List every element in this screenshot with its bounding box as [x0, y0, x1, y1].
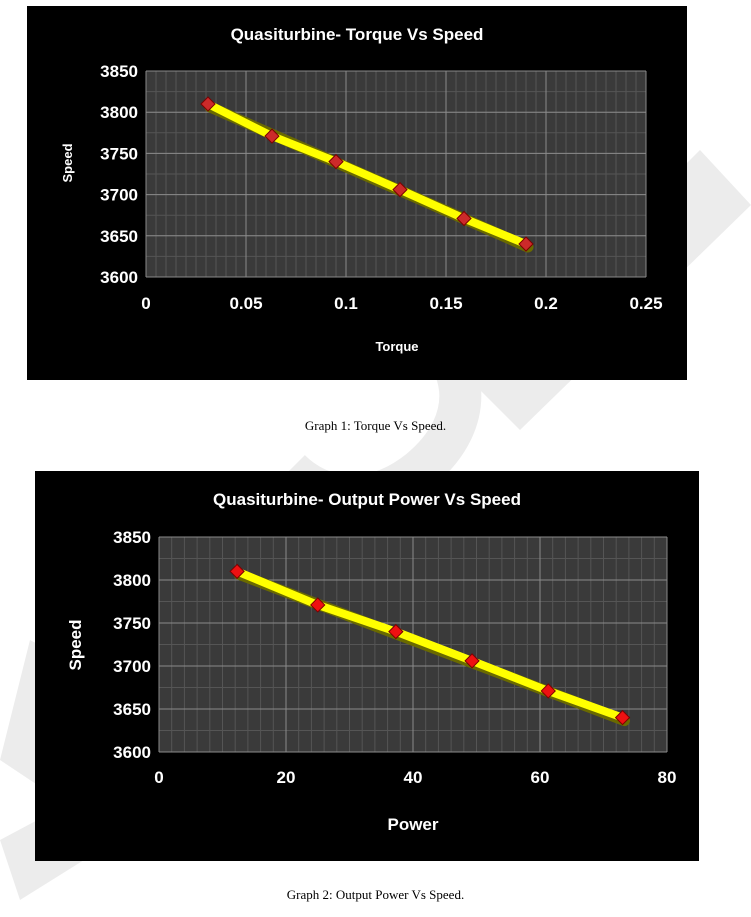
data-point-marker	[464, 653, 480, 669]
data-point-marker	[200, 96, 216, 112]
data-point-marker	[456, 210, 472, 227]
y-tick-label: 3600	[100, 268, 138, 287]
x-axis-ticks: 0 20 40 60 80	[154, 768, 676, 787]
torque-speed-chart: Quasiturbine- Torque Vs Speed 3600 3650 37…	[27, 6, 687, 380]
x-tick-label: 0	[141, 294, 150, 313]
graph-2-caption: Graph 2: Output Power Vs Speed.	[286, 887, 465, 902]
data-point-marker	[229, 563, 245, 580]
y-tick-label: 3750	[113, 614, 151, 633]
data-point-markers	[200, 96, 534, 252]
x-tick-label: 0.25	[629, 294, 662, 313]
power-speed-chart: Quasiturbine- Output Power Vs Speed 3600…	[35, 471, 699, 861]
y-tick-label: 3800	[113, 571, 151, 590]
y-axis-label: Speed	[66, 619, 85, 670]
x-tick-label: 0.2	[534, 294, 558, 313]
y-tick-label: 3600	[113, 743, 151, 762]
x-tick-label: 80	[658, 768, 677, 787]
x-tick-label: 20	[277, 768, 296, 787]
y-tick-label: 3650	[100, 227, 138, 246]
data-point-marker	[518, 236, 534, 252]
x-tick-label: 0.15	[429, 294, 462, 313]
y-tick-label: 3850	[100, 62, 138, 81]
x-tick-label: 0.1	[334, 294, 358, 313]
data-point-marker	[388, 623, 404, 640]
x-tick-label: 60	[531, 768, 550, 787]
x-axis-ticks: 0 0.05 0.1 0.15 0.2 0.25	[141, 294, 662, 313]
data-point-marker	[540, 683, 556, 699]
y-axis-ticks: 3600 3650 3700 3750 3800 3850	[113, 528, 151, 762]
chart-title: Quasiturbine- Output Power Vs Speed	[213, 490, 521, 509]
data-point-marker	[264, 128, 280, 144]
x-tick-label: 40	[404, 768, 423, 787]
data-point-marker	[328, 153, 344, 170]
data-point-markers	[229, 563, 631, 726]
series-line	[204, 99, 530, 249]
graph-1-caption: Graph 1: Torque Vs Speed.	[304, 418, 447, 433]
y-tick-label: 3700	[100, 186, 138, 205]
y-axis-ticks: 3600 3650 3700 3750 3800 3850	[100, 62, 138, 287]
series-line	[233, 567, 627, 722]
power-speed-chart-svg: Quasiturbine- Output Power Vs Speed 3600…	[66, 490, 676, 834]
x-tick-label: 0	[154, 768, 163, 787]
y-axis-label: Speed	[60, 143, 75, 182]
chart-title: Quasiturbine- Torque Vs Speed	[231, 25, 484, 44]
x-axis-label: Power	[387, 815, 438, 834]
y-tick-label: 3700	[113, 657, 151, 676]
torque-speed-chart-svg: Quasiturbine- Torque Vs Speed 3600 3650 37…	[60, 25, 663, 354]
data-point-marker	[310, 597, 326, 613]
y-tick-label: 3650	[113, 700, 151, 719]
x-axis-label: Torque	[375, 339, 418, 354]
data-point-marker	[614, 709, 631, 726]
y-tick-label: 3800	[100, 103, 138, 122]
y-tick-label: 3750	[100, 144, 138, 163]
y-tick-label: 3850	[113, 528, 151, 547]
x-tick-label: 0.05	[229, 294, 262, 313]
data-point-marker	[392, 181, 408, 198]
